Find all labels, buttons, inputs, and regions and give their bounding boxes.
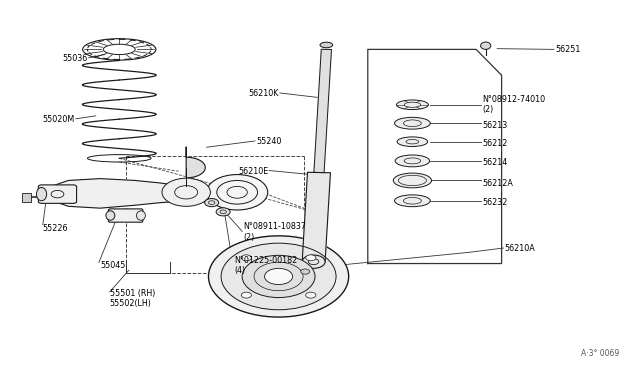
Circle shape xyxy=(242,255,315,298)
Text: 56212A: 56212A xyxy=(483,179,513,187)
Text: 56210K: 56210K xyxy=(248,89,278,98)
Circle shape xyxy=(264,268,292,285)
Ellipse shape xyxy=(397,137,428,147)
Text: 56251: 56251 xyxy=(556,45,581,54)
Ellipse shape xyxy=(320,42,333,48)
Circle shape xyxy=(162,178,211,206)
Circle shape xyxy=(302,255,325,268)
Text: 56214: 56214 xyxy=(483,158,508,167)
Circle shape xyxy=(241,292,252,298)
Text: 55226: 55226 xyxy=(43,224,68,233)
Ellipse shape xyxy=(394,195,430,207)
Text: 56232: 56232 xyxy=(483,198,508,207)
Circle shape xyxy=(306,292,316,298)
Text: 55020M: 55020M xyxy=(42,115,75,124)
Text: 55045: 55045 xyxy=(100,261,125,270)
Text: 56210E: 56210E xyxy=(239,167,269,176)
Ellipse shape xyxy=(395,155,429,167)
Polygon shape xyxy=(186,147,205,178)
Text: 55240: 55240 xyxy=(256,137,282,146)
Circle shape xyxy=(207,174,268,210)
Ellipse shape xyxy=(394,173,431,188)
FancyBboxPatch shape xyxy=(38,185,77,203)
Text: A·3° 0069: A·3° 0069 xyxy=(581,349,620,358)
Text: 56213: 56213 xyxy=(483,121,508,129)
Ellipse shape xyxy=(36,187,47,201)
Circle shape xyxy=(216,208,230,216)
Circle shape xyxy=(209,236,349,317)
Circle shape xyxy=(241,255,252,261)
Text: 55501 (RH)
55502(LH): 55501 (RH) 55502(LH) xyxy=(109,289,155,308)
Circle shape xyxy=(221,243,336,310)
Text: N°01225-00182
(4): N°01225-00182 (4) xyxy=(234,256,297,275)
Text: N°08912-74010
(2): N°08912-74010 (2) xyxy=(483,95,546,115)
Text: 56212: 56212 xyxy=(483,139,508,148)
Circle shape xyxy=(205,199,219,207)
Ellipse shape xyxy=(106,211,115,220)
Ellipse shape xyxy=(394,117,430,129)
Circle shape xyxy=(301,269,310,274)
FancyBboxPatch shape xyxy=(108,209,143,222)
Ellipse shape xyxy=(136,211,145,220)
Polygon shape xyxy=(52,179,241,208)
Text: 56210A: 56210A xyxy=(505,244,536,253)
Text: N°08911-10837
(2): N°08911-10837 (2) xyxy=(244,222,307,242)
Polygon shape xyxy=(314,49,332,173)
Ellipse shape xyxy=(396,100,428,110)
Text: 55036: 55036 xyxy=(62,54,88,63)
Polygon shape xyxy=(302,172,330,262)
Circle shape xyxy=(306,255,316,261)
Ellipse shape xyxy=(481,42,491,49)
FancyBboxPatch shape xyxy=(22,193,31,202)
